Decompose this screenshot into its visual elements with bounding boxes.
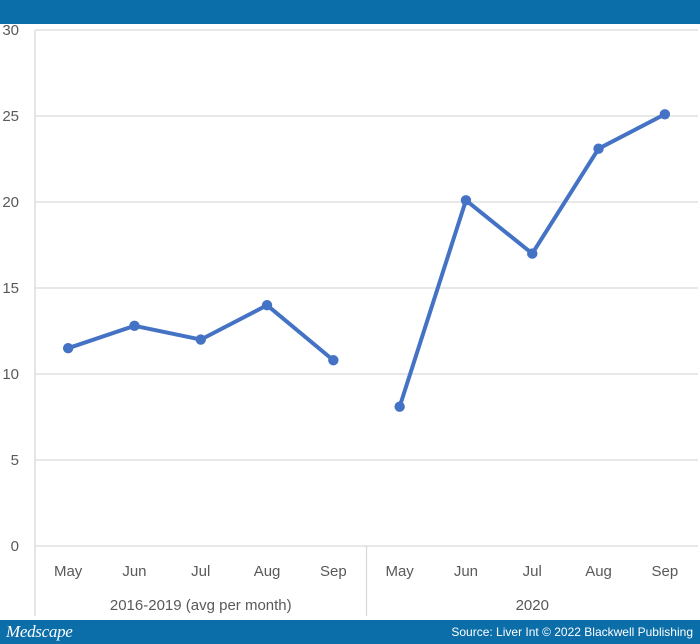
data-point-jun-group2 [460,195,472,206]
y-tick-label-15: 15 [2,280,19,297]
data-point-aug-group2 [593,143,604,154]
y-tick-label-25: 25 [2,108,19,125]
x-axis: May Jun Jul Aug Sep 2016-2019 (avg per month)… [34,30,678,616]
x-group-label-1: 2016-2019 (avg per month) [110,597,292,614]
y-tick-label-5: 5 [11,452,19,469]
source-credit: Source: Liver Int © 2022 Blackwell Publi… [451,625,693,639]
x-tick-label-aug-group1: Aug [254,563,281,580]
x-tick-label-jun-group1: Jun [122,563,146,580]
gridlines [35,29,698,547]
x-tick-label-may-group1: May [54,563,83,580]
series-line-group2 [397,112,667,409]
x-tick-label-jul-group2: Jul [523,563,542,580]
data-point-aug-group1 [261,300,273,311]
data-point-sep-group1 [328,355,339,366]
data-point-may-group1 [62,343,74,354]
x-tick-label-jun-group2: Jun [454,563,478,580]
x-group-label-2: 2020 [516,597,549,614]
y-axis-tick-labels: 0 5 10 15 20 25 30 [2,24,19,555]
data-point-may-group2 [394,401,405,412]
data-series [62,109,671,412]
data-point-jul-group1 [195,334,206,345]
line-chart: 0 5 10 15 20 25 30 May Jun Jul Aug Sep 2016-2019 (a… [2,24,698,616]
header-bar [0,0,700,24]
y-tick-label-20: 20 [2,194,19,211]
footer-bar: Medscape Source: Liver Int © 2022 Blackw… [0,620,700,644]
y-tick-label-30: 30 [2,24,19,39]
x-tick-label-aug-group2: Aug [585,563,612,580]
data-point-jul-group2 [527,248,538,259]
x-tick-label-may-group2: May [385,563,414,580]
x-tick-label-sep-group2: Sep [651,563,678,580]
x-tick-label-jul-group1: Jul [191,563,210,580]
data-point-sep-group2 [659,109,671,120]
x-tick-label-sep-group1: Sep [320,563,347,580]
y-tick-label-0: 0 [11,538,19,555]
medscape-logo: Medscape [6,622,73,641]
series-line-group1 [66,303,336,363]
y-tick-label-10: 10 [2,366,19,383]
data-point-jun-group1 [129,320,140,332]
